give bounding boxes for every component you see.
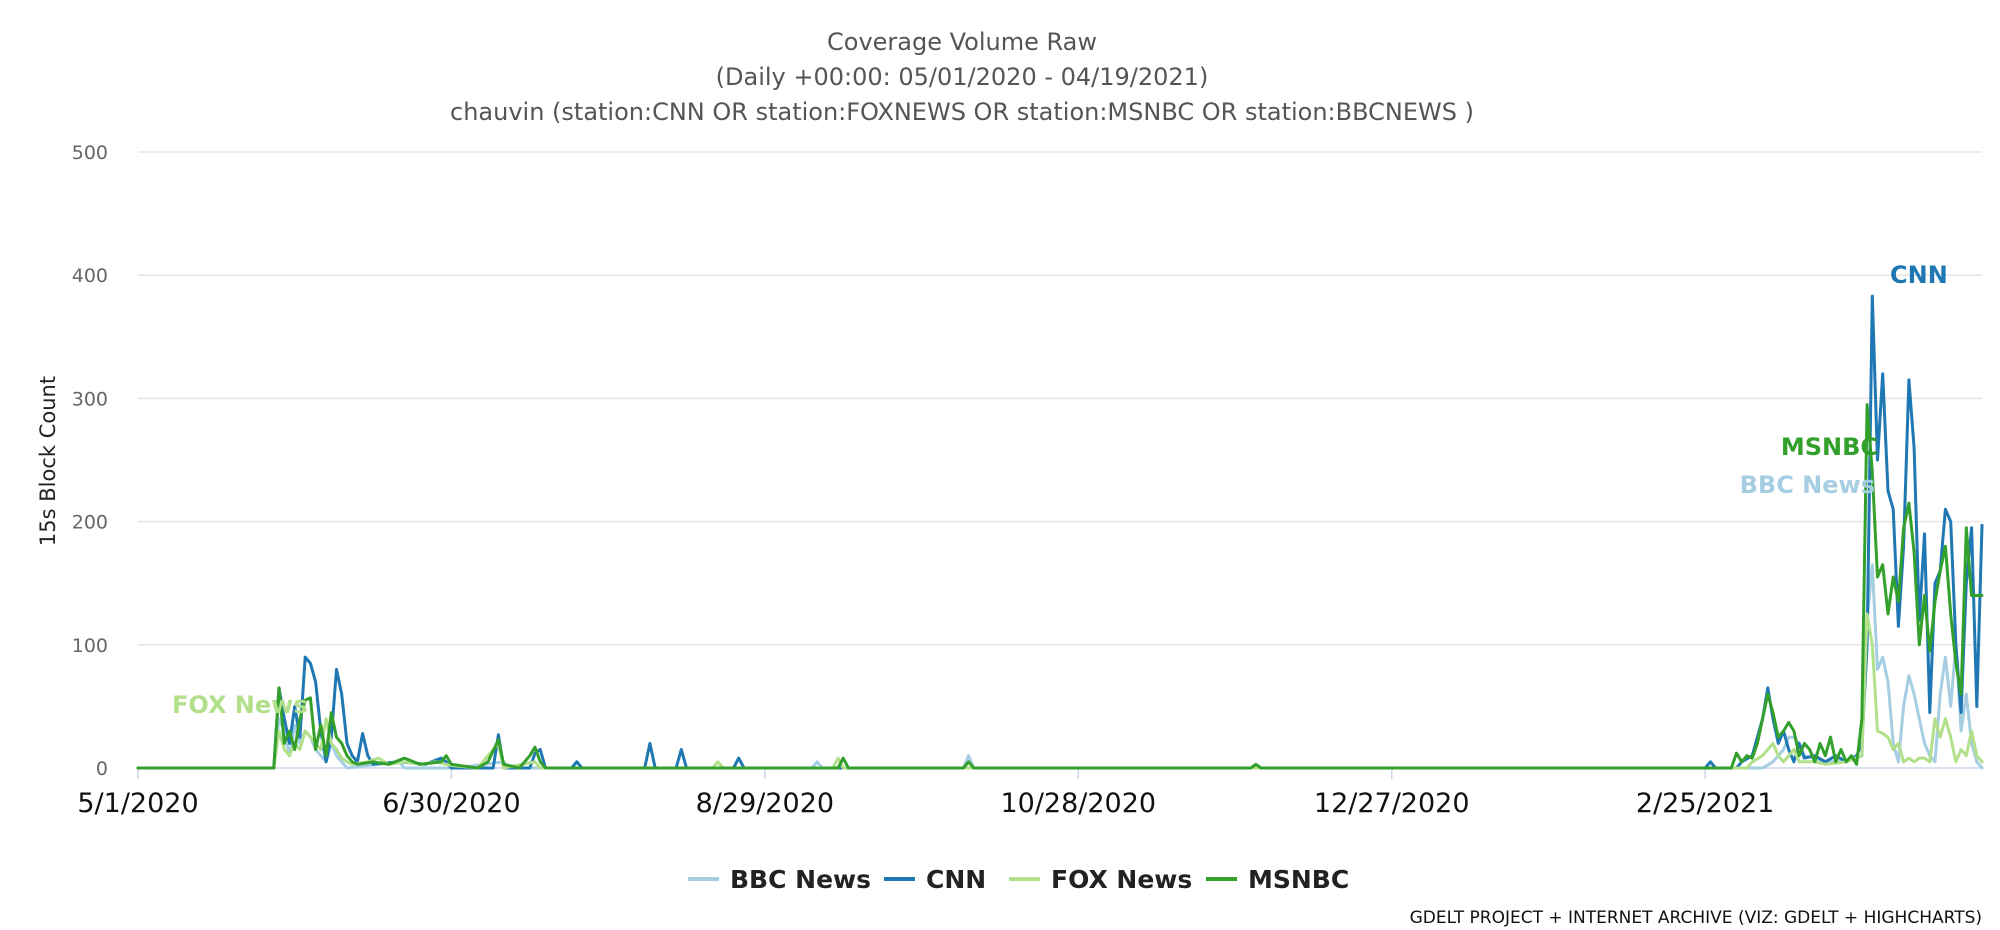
- gridlines: [138, 151, 1982, 646]
- series-line-cnn: [136, 294, 1984, 770]
- series-label-bbc-news: BBC News: [1740, 471, 1875, 499]
- series-labels: CNN MSNBC BBC News FOX News: [172, 261, 1948, 719]
- title-line-3: chauvin (station:CNN OR station:FOXNEWS …: [450, 98, 1474, 126]
- y-axis-ticks: 0 100 200 300 400 500: [72, 142, 108, 780]
- y-tick-label: 200: [72, 512, 108, 534]
- title-line-2: (Daily +00:00: 05/01/2020 - 04/19/2021): [716, 63, 1209, 91]
- x-tick-label: 5/1/2020: [77, 788, 198, 819]
- legend-item-bbc-news[interactable]: BBC News: [688, 865, 871, 894]
- series-line-msnbc: [136, 403, 1984, 770]
- legend: BBC News CNN FOX News MSNBC: [688, 865, 1349, 894]
- legend-item-msnbc[interactable]: MSNBC: [1206, 865, 1349, 894]
- series-line-bbc-news: [136, 563, 1984, 770]
- series-label-msnbc: MSNBC: [1781, 433, 1878, 461]
- y-tick-label: 400: [72, 265, 108, 287]
- legend-label: FOX News: [1051, 865, 1192, 894]
- x-tick-label: 12/27/2020: [1314, 788, 1470, 819]
- legend-item-fox-news[interactable]: FOX News: [1009, 865, 1192, 894]
- legend-item-cnn[interactable]: CNN: [884, 865, 986, 894]
- x-tick-label: 6/30/2020: [382, 788, 520, 819]
- credits[interactable]: GDELT PROJECT + INTERNET ARCHIVE (VIZ: G…: [1410, 908, 1982, 928]
- y-axis-title: 15s Block Count: [36, 376, 60, 546]
- x-tick-label: 10/28/2020: [1000, 788, 1156, 819]
- y-tick-label: 500: [72, 142, 108, 164]
- y-tick-label: 0: [96, 758, 108, 780]
- y-tick-label: 300: [72, 388, 108, 410]
- legend-label: MSNBC: [1248, 865, 1349, 894]
- series-line-fox-news: [136, 612, 1984, 770]
- x-tick-label: 8/29/2020: [696, 788, 834, 819]
- series-lines: [136, 294, 1984, 770]
- x-tick-label: 2/25/2021: [1636, 788, 1774, 819]
- series-label-cnn: CNN: [1890, 261, 1948, 289]
- x-axis: 5/1/2020 6/30/2020 8/29/2020 10/28/2020 12/2…: [77, 767, 1982, 819]
- legend-label: CNN: [926, 865, 986, 894]
- series-label-fox-news: FOX News: [172, 691, 308, 719]
- title-line-1: Coverage Volume Raw: [827, 28, 1097, 56]
- chart-title: Coverage Volume Raw (Daily +00:00: 05/01…: [450, 28, 1474, 126]
- y-tick-label: 100: [72, 635, 108, 657]
- legend-label: BBC News: [730, 865, 871, 894]
